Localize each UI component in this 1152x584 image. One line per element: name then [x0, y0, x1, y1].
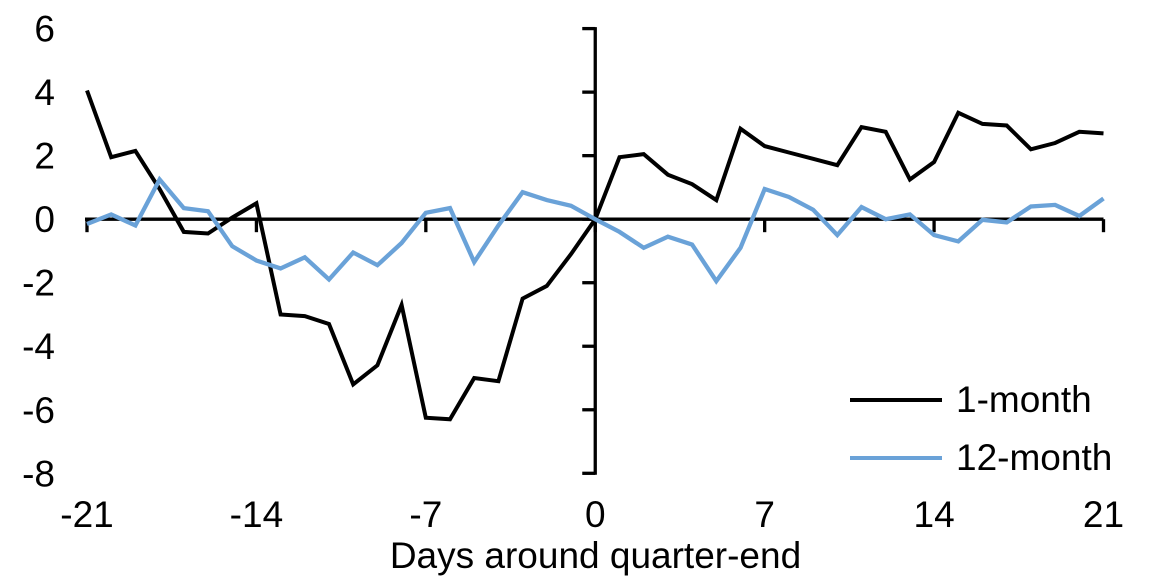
x-tick-label: -14 — [230, 494, 283, 535]
legend-line-sample-blue — [850, 456, 942, 460]
y-tick-label: -4 — [22, 326, 55, 367]
x-tick-label: 7 — [754, 494, 775, 535]
x-tick-label: -7 — [409, 494, 442, 535]
y-tick-label: 0 — [34, 199, 55, 240]
y-tick-label: 4 — [34, 72, 55, 113]
x-tick-label: 0 — [585, 494, 606, 535]
x-tick-label: -21 — [60, 494, 113, 535]
x-tick-label: 21 — [1083, 494, 1124, 535]
legend-item-1-month: 1-month — [850, 380, 1092, 420]
y-tick-label: -8 — [22, 453, 55, 494]
y-tick-label: 2 — [34, 136, 55, 177]
legend-item-12-month: 12-month — [850, 438, 1112, 478]
legend-label: 12-month — [956, 437, 1113, 478]
series-12-month — [86, 175, 1105, 285]
y-tick-label: -2 — [22, 263, 55, 304]
legend-line-sample-black — [850, 398, 942, 402]
x-axis-title: Days around quarter-end — [389, 535, 802, 576]
y-tick-label: 6 — [34, 9, 55, 50]
legend-label: 1-month — [956, 379, 1092, 420]
x-tick-label: 14 — [914, 494, 955, 535]
y-tick-label: -6 — [22, 390, 55, 431]
